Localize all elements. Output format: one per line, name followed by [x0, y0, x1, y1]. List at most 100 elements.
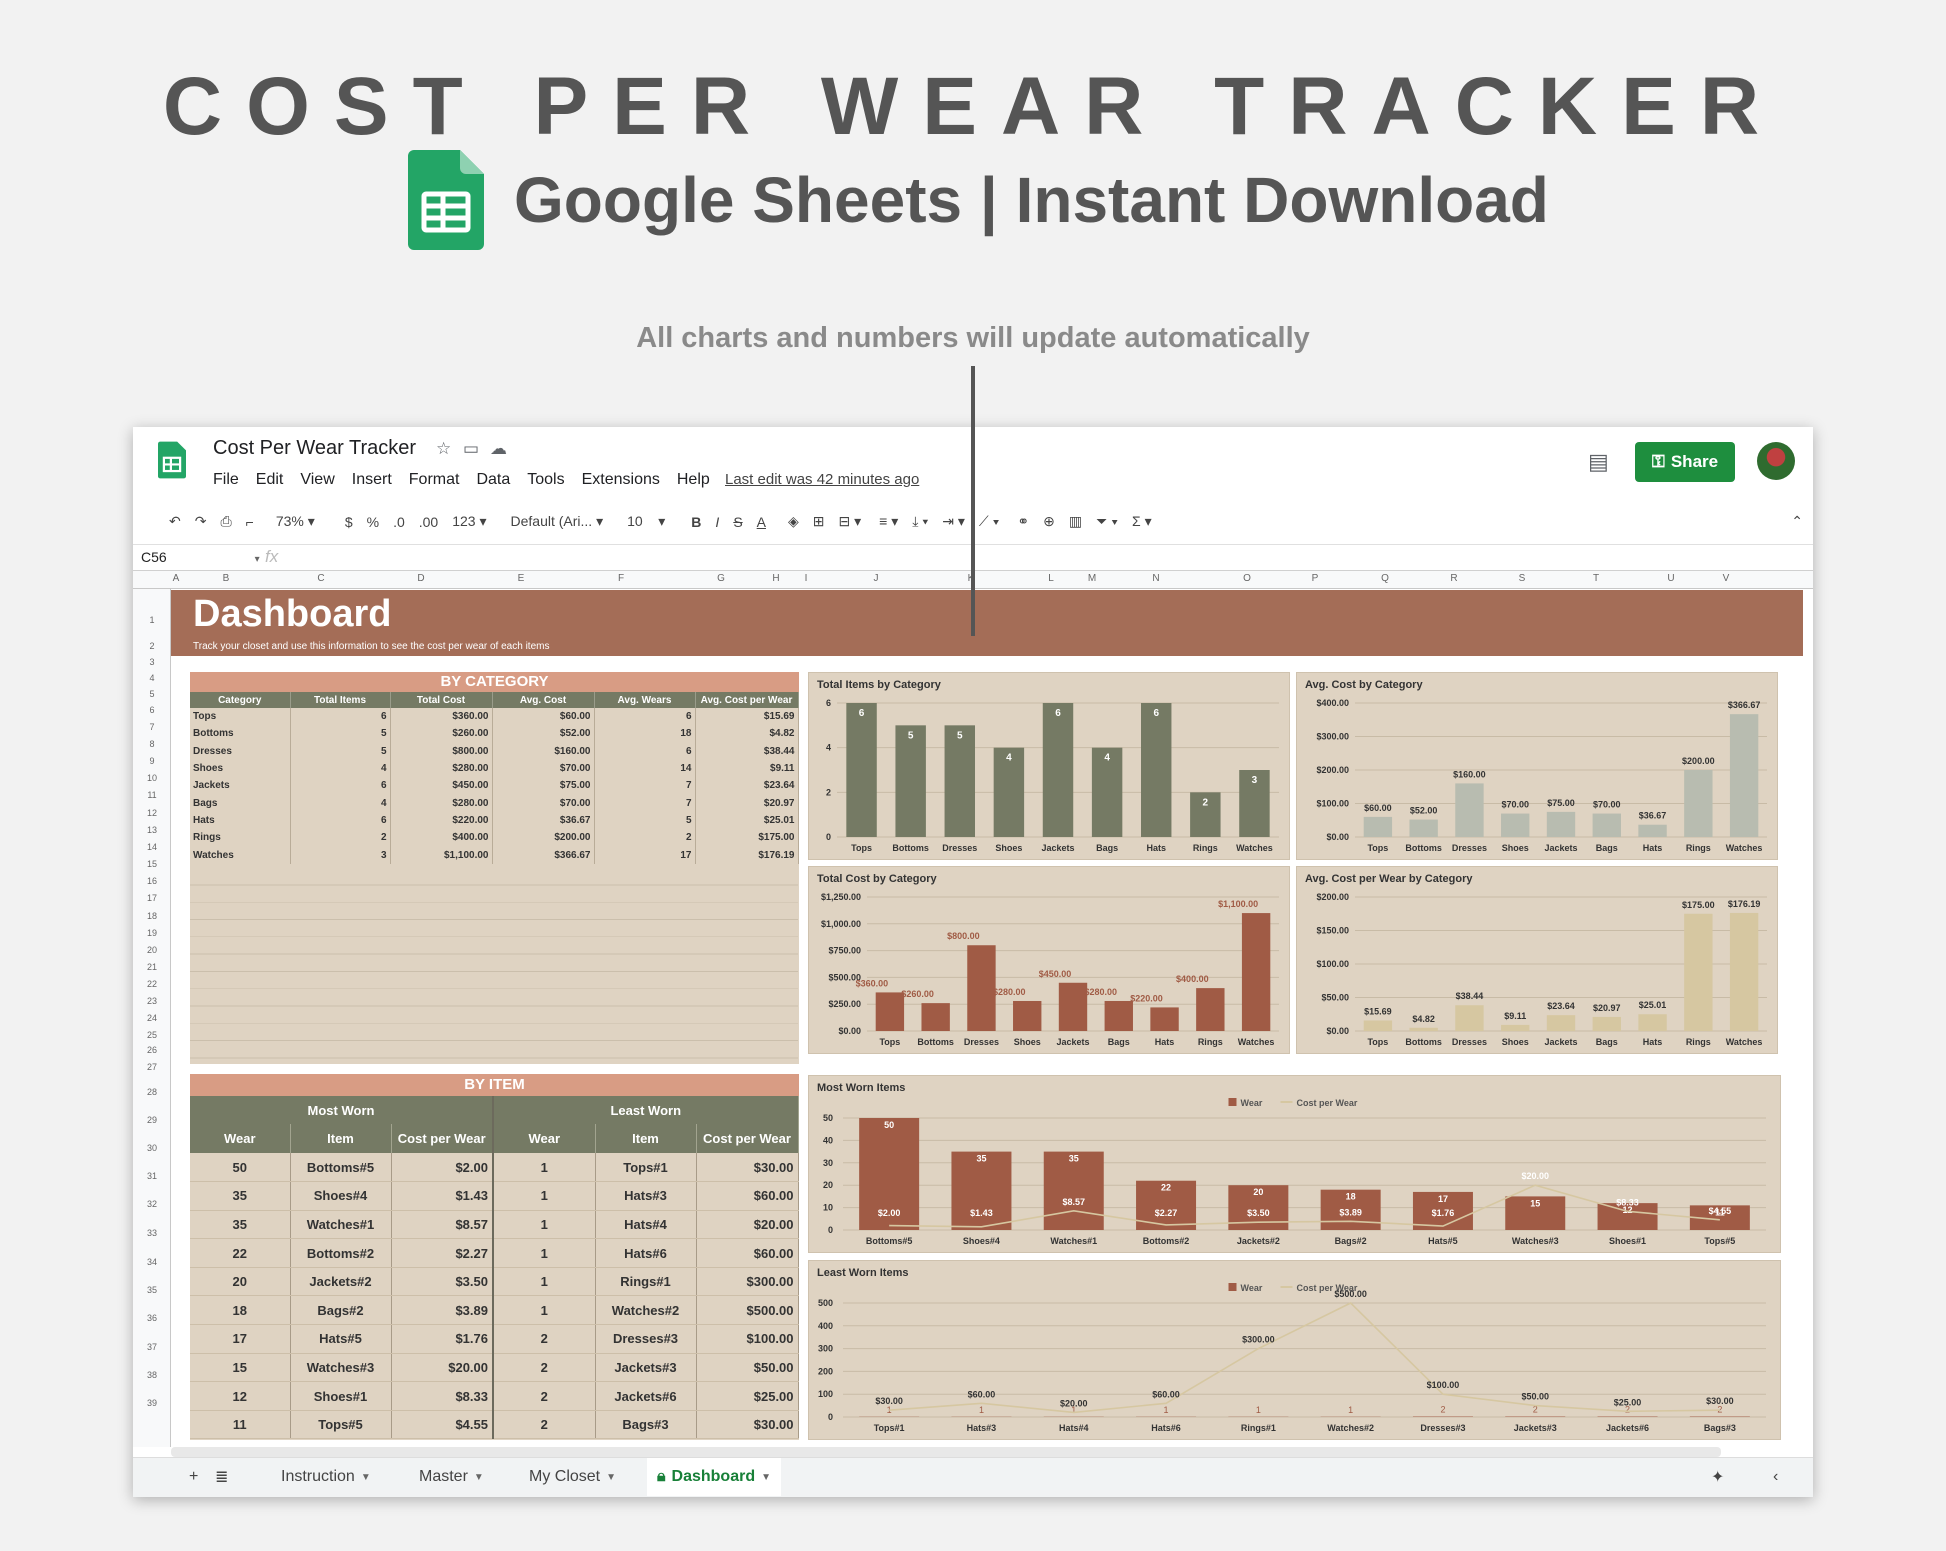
series-line[interactable]	[889, 1302, 1720, 1414]
row-header-cell[interactable]: 15	[146, 859, 157, 869]
table-cell[interactable]: $176.19	[695, 846, 799, 864]
last-edit-link[interactable]: Last edit was 42 minutes ago	[725, 471, 920, 488]
bar[interactable]	[1455, 783, 1484, 837]
table-cell[interactable]: $25.00	[696, 1381, 799, 1411]
table-cell[interactable]: $160.00	[492, 742, 595, 760]
column-header-cell[interactable]: P	[1311, 573, 1319, 584]
bar[interactable]	[1592, 1016, 1621, 1031]
table-cell[interactable]: 18	[594, 725, 696, 743]
table-cell[interactable]: 2	[493, 1381, 596, 1411]
table-cell[interactable]: 2	[493, 1324, 596, 1354]
bar[interactable]	[1546, 811, 1576, 837]
column-header-cell[interactable]: O	[1243, 573, 1251, 584]
bar[interactable]	[944, 725, 976, 837]
table-cell[interactable]: $4.55	[391, 1410, 494, 1440]
row-header-cell[interactable]: 6	[149, 705, 155, 715]
table-cell[interactable]: $200.00	[492, 829, 595, 847]
row-header-cell[interactable]: 25	[146, 1030, 157, 1040]
bar[interactable]	[1013, 1000, 1042, 1031]
chart-total-cost-by-category[interactable]: Total Cost by Category $0.00 $250.00 $500.0…	[808, 866, 1290, 1054]
tab-dashboard[interactable]: 🔒︎ Dashboard ▼	[647, 1458, 781, 1496]
row-header-cell[interactable]: 38	[146, 1370, 157, 1380]
table-cell[interactable]: 2	[290, 829, 391, 847]
table-cell[interactable]: $30.00	[696, 1153, 799, 1183]
avatar[interactable]	[1757, 442, 1795, 480]
row-header-cell[interactable]: 3	[149, 657, 155, 667]
table-cell[interactable]: Watches#3	[290, 1353, 392, 1383]
table-cell[interactable]: 22	[190, 1238, 291, 1268]
table-cell[interactable]: 5	[594, 811, 696, 830]
table-cell[interactable]: 18	[190, 1295, 291, 1326]
paint-format-icon[interactable]: ⌐	[245, 513, 254, 530]
table-cell[interactable]: 35	[190, 1210, 291, 1240]
bar[interactable]	[1501, 813, 1530, 837]
table-cell[interactable]: $360.00	[390, 708, 493, 726]
horizontal-align-icon[interactable]: ≡ ▾	[879, 513, 899, 529]
vertical-align-icon[interactable]: ⤓ ▾	[912, 513, 929, 529]
table-cell[interactable]: $260.00	[390, 725, 493, 743]
name-box-dropdown-icon[interactable]: ▾	[254, 554, 260, 565]
menu-tools[interactable]: Tools	[527, 471, 565, 488]
row-header-cell[interactable]: 7	[149, 722, 155, 732]
table-cell[interactable]: $20.00	[391, 1353, 494, 1383]
table-cell[interactable]: 1	[493, 1238, 596, 1268]
table-cell[interactable]: 7	[594, 777, 696, 795]
italic-button[interactable]: I	[715, 513, 720, 530]
chart-avg-cost-per-wear-by-category[interactable]: Avg. Cost per Wear by Category $0.00 $50.0…	[1296, 866, 1778, 1054]
menu-extensions[interactable]: Extensions	[581, 471, 660, 488]
table-cell[interactable]: $3.50	[391, 1267, 494, 1297]
borders-icon[interactable]: ⊞	[812, 513, 825, 529]
bar[interactable]	[1091, 747, 1123, 837]
table-cell[interactable]: 5	[290, 725, 391, 743]
table-cell[interactable]: 6	[290, 811, 391, 830]
row-header-cell[interactable]: 28	[146, 1087, 157, 1097]
row-header-cell[interactable]: 19	[146, 928, 157, 938]
bar[interactable]	[1190, 792, 1221, 837]
text-rotate-icon[interactable]: ⟋ ▾	[978, 513, 1000, 529]
share-button[interactable]: ⚿ Share	[1635, 442, 1735, 482]
table-cell[interactable]: 5	[290, 742, 391, 760]
bar[interactable]	[993, 747, 1025, 837]
table-cell[interactable]: $20.97	[695, 794, 799, 812]
table-cell[interactable]: Jackets#3	[595, 1353, 697, 1383]
row-header-cell[interactable]: 27	[146, 1062, 157, 1072]
tab-my-closet[interactable]: My Closet ▼	[519, 1458, 626, 1496]
insert-chart-icon[interactable]: ▥	[1068, 513, 1083, 529]
table-cell[interactable]: 7	[594, 794, 696, 812]
row-header-cell[interactable]: 4	[149, 673, 155, 683]
table-cell[interactable]: 6	[594, 742, 696, 760]
functions-button[interactable]: Σ ▾	[1132, 513, 1152, 529]
bar[interactable]	[1042, 703, 1074, 837]
bar[interactable]	[1412, 1191, 1473, 1230]
table-cell[interactable]: Dresses	[190, 742, 291, 760]
table-cell[interactable]: 11	[190, 1410, 291, 1440]
bar[interactable]	[921, 1003, 950, 1031]
table-cell[interactable]: 20	[190, 1267, 291, 1297]
zoom-select[interactable]: 73% ▾	[275, 513, 315, 529]
all-sheets-button[interactable]: ≣	[205, 1458, 238, 1496]
table-cell[interactable]: $9.11	[695, 759, 799, 778]
column-header-cell[interactable]: C	[317, 573, 325, 584]
table-cell[interactable]: 12	[190, 1381, 291, 1411]
table-cell[interactable]: Bags#2	[290, 1295, 392, 1326]
row-header-cell[interactable]: 33	[146, 1228, 157, 1238]
text-color-button[interactable]: A	[756, 513, 766, 530]
row-header-cell[interactable]: 18	[146, 911, 157, 921]
bar[interactable]	[1638, 1014, 1667, 1031]
table-cell[interactable]: Hats#3	[595, 1181, 697, 1211]
table-cell[interactable]: 15	[190, 1353, 291, 1383]
table-cell[interactable]: Bottoms#5	[290, 1153, 392, 1183]
table-cell[interactable]: $8.57	[391, 1210, 494, 1240]
table-cell[interactable]: Tops#5	[290, 1410, 392, 1440]
table-cell[interactable]: Shoes#1	[290, 1381, 392, 1411]
explore-button[interactable]: ✦	[1701, 1458, 1734, 1496]
table-cell[interactable]: $23.64	[695, 777, 799, 795]
bar[interactable]	[1597, 1203, 1658, 1230]
table-cell[interactable]: Watches#2	[595, 1295, 697, 1326]
table-cell[interactable]: $1,100.00	[390, 846, 493, 864]
column-header-cell[interactable]: D	[417, 573, 425, 584]
table-cell[interactable]: $450.00	[390, 777, 493, 795]
table-cell[interactable]: Hats#5	[290, 1324, 392, 1354]
bar[interactable]	[895, 725, 926, 837]
table-cell[interactable]: 6	[594, 708, 696, 726]
